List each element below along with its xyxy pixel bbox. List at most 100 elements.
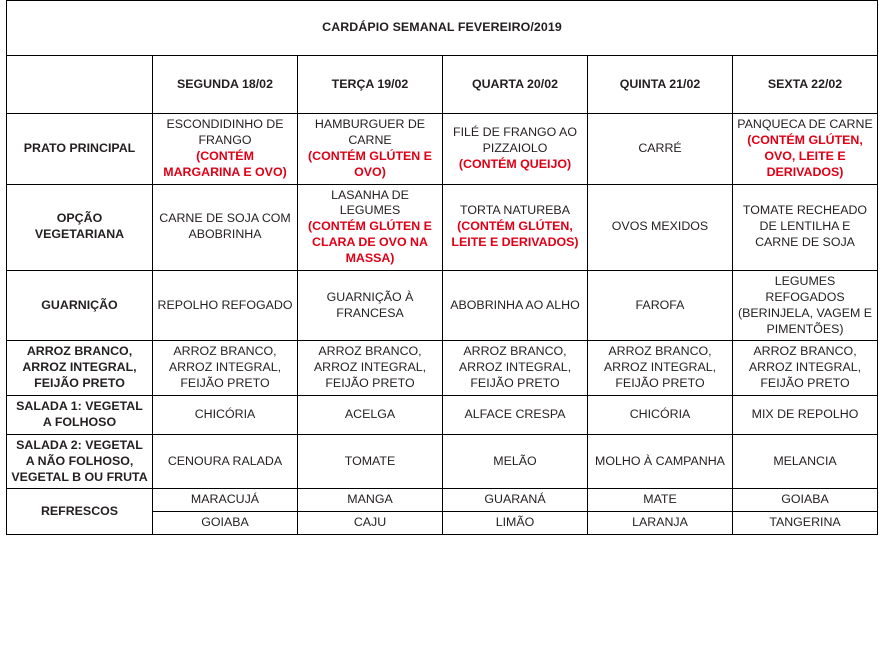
menu-item-name: OVOS MEXIDOS [611,219,709,234]
allergen-warning: (CONTÉM QUEIJO) [458,156,572,171]
column-header-day-1: SEGUNDA 18/02 [152,55,298,114]
menu-item-name: PANQUECA DE CARNE [737,117,873,131]
menu-item-name: LASANHA DE LEGUMES [331,187,409,218]
page-title: CARDÁPIO SEMANAL FEVEREIRO/2019 [5,0,879,56]
menu-cell: FAROFA [587,269,733,342]
menu-item-name: TOMATE [344,453,396,468]
menu-cell: ABOBRINHA AO ALHO [442,269,588,342]
table-row: SALADA 1: VEGETAL A FOLHOSO CHICÓRIA ACELG… [6,395,879,435]
table-row: GUARNIÇÃO REPOLHO REFOGADO GUARNIÇÃO À FRA… [6,269,879,342]
column-header-day-3: QUARTA 20/02 [442,55,588,114]
menu-cell: CARRÉ [587,113,733,185]
menu-cell: ESCONDIDINHO DE FRANGO (CONTÉM MARGARINA … [152,113,298,185]
menu-item-name: ACELGA [344,406,396,421]
allergen-warning: (CONTÉM GLÚTEN E OVO) [308,148,432,179]
menu-cell: REPOLHO REFOGADO [152,269,298,342]
menu-item-name: CHICÓRIA [194,406,256,421]
menu-item-name: CHICÓRIA [629,406,691,421]
drink-cell: MARACUJÁ [152,488,298,513]
drink-cell: GUARANÁ [442,488,588,513]
allergen-warning: (CONTÉM GLÚTEN, OVO, LEITE E DERIVADOS) [747,132,863,179]
menu-item-name: ARROZ BRANCO, ARROZ INTEGRAL, FEIJÃO PRE… [603,344,717,391]
menu-cell: OVOS MEXIDOS [587,183,733,271]
drink-cell: GOIABA [731,488,879,513]
menu-item-name: ARROZ BRANCO, ARROZ INTEGRAL, FEIJÃO PRE… [748,344,862,391]
menu-cell: ALFACE CRESPA [442,395,588,435]
row-label: OPÇÃO VEGETARIANA [6,183,153,271]
drink-cell: MANGA [297,488,443,513]
menu-cell: CARNE DE SOJA COM ABOBRINHA [152,183,298,271]
allergen-warning: (CONTÉM MARGARINA E OVO) [163,148,287,179]
table-row: ARROZ BRANCO, ARROZ INTEGRAL, FEIJÃO PRE… [6,340,879,396]
menu-item-name: CARNE DE SOJA COM ABOBRINHA [159,211,291,242]
day-header-row: SEGUNDA 18/02 TERÇA 19/02 QUARTA 20/02 QUIN… [6,55,879,114]
menu-item-name: GUARNIÇÃO À FRANCESA [326,289,414,320]
menu-item-name: FAROFA [635,297,685,312]
column-header-day-5: SEXTA 22/02 [731,55,879,114]
menu-item-name: ALFACE CRESPA [464,406,566,421]
menu-item-name: CENOURA RALADA [167,453,283,468]
table-row: REFRESCOS MARACUJÁ MANGA GUARANÁ MATE GOIABA [6,488,879,536]
menu-cell: GUARNIÇÃO À FRANCESA [297,269,443,342]
title-row: CARDÁPIO SEMANAL FEVEREIRO/2019 [5,0,879,56]
drink-cell: TANGERINA [731,511,879,536]
menu-item-name: ESCONDIDINHO DE FRANGO [166,117,284,147]
menu-cell: ARROZ BRANCO, ARROZ INTEGRAL, FEIJÃO PRE… [297,340,443,396]
menu-cell: CENOURA RALADA [152,433,298,490]
row-label-refrescos: REFRESCOS [6,488,153,536]
menu-item-name: ABOBRINHA AO ALHO [450,297,580,312]
drink-cell: LIMÃO [442,511,588,536]
weekly-menu-table: CARDÁPIO SEMANAL FEVEREIRO/2019 SEGUNDA 1… [5,0,879,536]
menu-item-name: REPOLHO REFOGADO [157,297,293,312]
menu-item-name: HAMBURGUER DE CARNE [314,117,426,147]
drink-cell: MATE [587,488,733,513]
menu-cell: FILÉ DE FRANGO AO PIZZAIOLO (CONTÉM QUEIJ… [442,113,588,185]
drink-cell: LARANJA [587,511,733,536]
menu-cell: MOLHO À CAMPANHA [587,433,733,490]
menu-cell: MELÃO [442,433,588,490]
menu-cell: ARROZ BRANCO, ARROZ INTEGRAL, FEIJÃO PRE… [587,340,733,396]
row-label: GUARNIÇÃO [6,269,153,342]
row-label: ARROZ BRANCO, ARROZ INTEGRAL, FEIJÃO PRE… [6,340,153,396]
menu-item-name: LEGUMES REFOGADOS (BERINJELA, VAGEM E PI… [737,273,873,336]
menu-item-name: MELANCIA [773,453,837,468]
menu-item-name: MELÃO [493,453,537,468]
menu-item-name: MIX DE REPOLHO [751,406,859,421]
menu-item-name: ARROZ BRANCO, ARROZ INTEGRAL, FEIJÃO PRE… [313,344,427,391]
menu-cell: ACELGA [297,395,443,435]
menu-cell: ARROZ BRANCO, ARROZ INTEGRAL, FEIJÃO PRE… [442,340,588,396]
menu-item-name: ARROZ BRANCO, ARROZ INTEGRAL, FEIJÃO PRE… [168,344,282,391]
menu-cell: MELANCIA [731,433,879,490]
menu-cell: MIX DE REPOLHO [731,395,879,435]
table-row: GOIABA CAJU LIMÃO LARANJA TANGERINA [7,511,879,536]
allergen-warning: (CONTÉM GLÚTEN E CLARA DE OVO NA MASSA) [308,219,432,265]
table-row: OPÇÃO VEGETARIANA CARNE DE SOJA COM ABOBR… [6,183,879,271]
table-row: SALADA 2: VEGETAL A NÃO FOLHOSO, VEGETAL… [6,433,879,490]
menu-item-name: TOMATE RECHEADO DE LENTILHA E CARNE DE S… [742,203,868,250]
menu-item-name: FILÉ DE FRANGO AO PIZZAIOLO [453,124,577,155]
header-corner-cell [6,55,153,114]
menu-cell: HAMBURGUER DE CARNE (CONTÉM GLÚTEN E OVO) [297,113,443,185]
menu-cell: LASANHA DE LEGUMES (CONTÉM GLÚTEN E CLARA… [297,183,443,271]
menu-cell: TORTA NATUREBA (CONTÉM GLÚTEN, LEITE E DE… [442,183,588,271]
menu-cell: LEGUMES REFOGADOS (BERINJELA, VAGEM E PI… [731,269,879,342]
table-row: PRATO PRINCIPAL ESCONDIDINHO DE FRANGO (CO… [6,113,879,185]
menu-cell: TOMATE RECHEADO DE LENTILHA E CARNE DE S… [731,183,879,271]
menu-item-name: CARRÉ [638,140,682,155]
drink-cell: GOIABA [152,511,298,536]
allergen-warning: (CONTÉM GLÚTEN, LEITE E DERIVADOS) [451,219,579,250]
row-label: PRATO PRINCIPAL [6,113,153,185]
column-header-day-2: TERÇA 19/02 [297,55,443,114]
menu-item-name: MOLHO À CAMPANHA [595,453,725,468]
menu-cell: ARROZ BRANCO, ARROZ INTEGRAL, FEIJÃO PRE… [152,340,298,396]
column-header-day-4: QUINTA 21/02 [587,55,733,114]
row-label: SALADA 1: VEGETAL A FOLHOSO [6,395,153,435]
menu-cell: TOMATE [297,433,443,490]
menu-cell: CHICÓRIA [587,395,733,435]
menu-item-name: TORTA NATUREBA [460,203,570,218]
row-label: SALADA 2: VEGETAL A NÃO FOLHOSO, VEGETAL… [6,433,153,490]
menu-cell: PANQUECA DE CARNE (CONTÉM GLÚTEN, OVO, LE… [731,113,879,185]
menu-cell: CHICÓRIA [152,395,298,435]
menu-cell: ARROZ BRANCO, ARROZ INTEGRAL, FEIJÃO PRE… [731,340,879,396]
